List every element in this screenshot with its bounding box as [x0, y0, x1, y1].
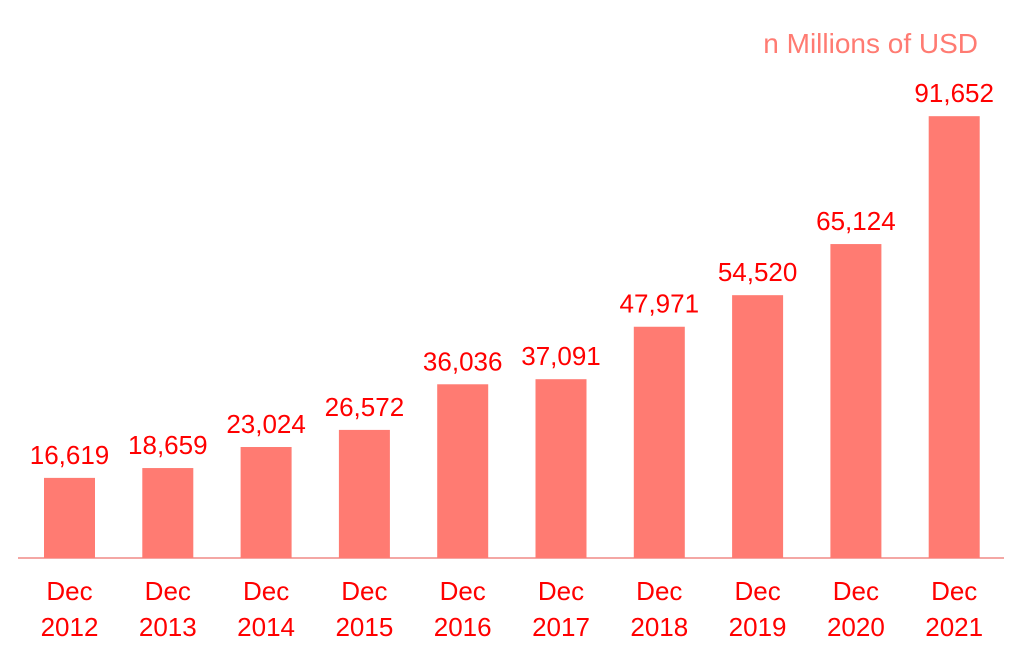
x-tick-label-month: Dec [538, 576, 584, 606]
data-label: 23,024 [226, 409, 306, 439]
bar [338, 429, 390, 558]
bar [44, 477, 95, 558]
bar [928, 116, 980, 559]
data-label: 65,124 [816, 206, 896, 236]
x-tick-label-year: 2018 [630, 612, 688, 642]
data-label: 37,091 [521, 341, 601, 371]
data-label: 36,036 [423, 346, 503, 376]
data-label: 18,659 [128, 430, 208, 460]
x-tick-label-year: 2021 [925, 612, 983, 642]
x-tick-label-year: 2016 [434, 612, 492, 642]
x-tick-label-year: 2020 [827, 612, 885, 642]
bar [535, 379, 587, 558]
unit-label: n Millions of USD [763, 28, 978, 59]
x-tick-label-year: 2019 [729, 612, 787, 642]
data-label: 16,619 [30, 440, 110, 470]
x-tick-label-month: Dec [636, 576, 682, 606]
x-tick-label-month: Dec [145, 576, 191, 606]
x-tick-label-month: Dec [243, 576, 289, 606]
bar [142, 468, 194, 558]
x-tick-label-month: Dec [833, 576, 879, 606]
bar [240, 447, 292, 558]
x-tick-label-month: Dec [931, 576, 977, 606]
bar [732, 295, 784, 558]
bar [633, 326, 685, 558]
bar [437, 384, 489, 558]
x-tick-label-month: Dec [46, 576, 92, 606]
x-tick-label-month: Dec [341, 576, 387, 606]
x-tick-label-year: 2017 [532, 612, 590, 642]
x-tick-label-month: Dec [734, 576, 780, 606]
x-tick-label-year: 2012 [41, 612, 99, 642]
data-label: 47,971 [620, 289, 700, 319]
bar [830, 244, 882, 558]
x-tick-label-year: 2014 [237, 612, 295, 642]
x-tick-label-month: Dec [440, 576, 486, 606]
data-label: 91,652 [914, 78, 994, 108]
data-label: 54,520 [718, 257, 798, 287]
data-label: 26,572 [325, 392, 405, 422]
x-tick-label-year: 2015 [335, 612, 393, 642]
x-tick-label-year: 2013 [139, 612, 197, 642]
